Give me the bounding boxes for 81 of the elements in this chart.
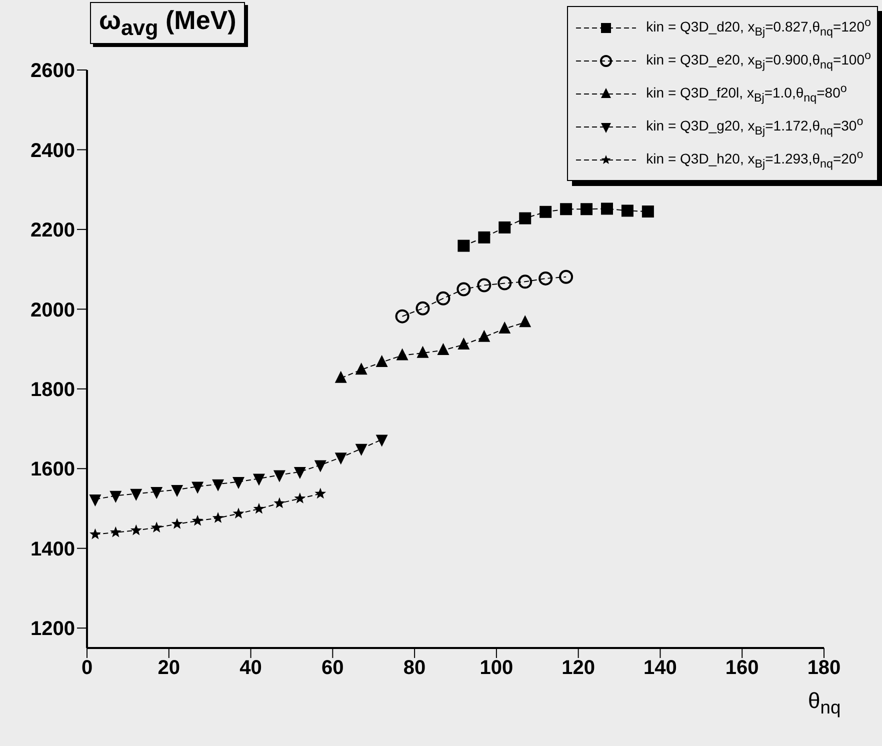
point (232, 508, 244, 519)
point (559, 270, 574, 284)
point (580, 203, 593, 216)
x-tick-label: 80 (403, 657, 426, 680)
y-tick-label: 2400 (30, 140, 75, 162)
legend-label: kin = Q3D_d20, x$_{Bj}$=0.827,θ$_{nq}$=120$^{o}$ (646, 16, 871, 39)
point (458, 337, 470, 350)
point (171, 518, 183, 529)
point (600, 202, 613, 215)
point (436, 291, 450, 306)
point (560, 203, 572, 216)
point (396, 348, 408, 360)
point (376, 354, 388, 367)
point (642, 206, 654, 218)
point (192, 514, 204, 526)
x-tick-label: 40 (240, 657, 262, 680)
point (458, 240, 470, 252)
point (498, 276, 512, 290)
point (518, 274, 532, 289)
point (130, 524, 142, 536)
point (478, 231, 490, 244)
legend-label: kin = Q3D_e20, x$_{Bj}$=0.900,θ$_{nq}$=100$^{o}$ (646, 49, 871, 72)
point (89, 528, 101, 540)
y-tick-label: 1200 (30, 618, 75, 640)
point (110, 490, 122, 503)
point (395, 309, 410, 324)
point (456, 282, 471, 296)
point (376, 434, 388, 447)
point (150, 486, 163, 499)
point (171, 484, 184, 497)
legend-label: kin = Q3D_f20l, x$_{Bj}$=1.0,θ$_{nq}$=80$^{o}$ (646, 82, 847, 105)
legend-label: kin = Q3D_g20, x$_{Bj}$=1.172,θ$_{nq}$=30$^{o}$ (646, 115, 864, 138)
point (232, 476, 244, 489)
point (252, 474, 265, 486)
point (130, 488, 142, 501)
x-tick-label: 120 (562, 657, 596, 680)
point (540, 206, 552, 218)
point (334, 452, 347, 465)
point (150, 522, 162, 532)
x-tick-label: 160 (725, 657, 759, 680)
point (416, 346, 429, 358)
point (519, 315, 532, 328)
point (110, 526, 122, 538)
point (416, 301, 430, 316)
point (355, 362, 368, 375)
point (478, 330, 490, 342)
x-tick-label: 0 (81, 657, 93, 680)
x-tick-label: 180 (807, 657, 841, 680)
point (621, 204, 634, 217)
point (498, 322, 511, 334)
legend-label: kin = Q3D_h20, x$_{Bj}$=1.293,θ$_{nq}$=20$^{o}$ (646, 148, 864, 171)
point (89, 494, 102, 507)
point (355, 444, 368, 456)
y-tick-label: 2000 (30, 299, 75, 322)
chart-title: ω$_{avg}$ (MeV) (90, 2, 246, 44)
y-tick-label: 2600 (30, 60, 75, 82)
point (314, 488, 326, 499)
point (437, 343, 450, 356)
point (192, 482, 204, 494)
point (253, 502, 265, 514)
point (477, 278, 492, 292)
y-tick-label: 2200 (30, 220, 75, 242)
y-tick-label: 1800 (30, 378, 75, 401)
point (212, 479, 224, 492)
point (519, 212, 532, 224)
point (498, 221, 511, 234)
point (314, 460, 326, 472)
point (294, 467, 306, 480)
y-tick-label: 1400 (30, 538, 75, 560)
x-tick-label: 100 (480, 657, 514, 680)
x-tick-label: 20 (158, 657, 180, 680)
point (294, 492, 306, 504)
y-tick-label: 1600 (30, 458, 75, 481)
point (538, 271, 553, 286)
point (274, 497, 286, 508)
point (273, 470, 286, 482)
point (334, 370, 347, 383)
point (212, 512, 224, 523)
x-axis-title: θ$_{nq}$ (808, 688, 841, 718)
x-tick-label: 140 (644, 657, 677, 680)
x-tick-label: 60 (322, 657, 344, 680)
